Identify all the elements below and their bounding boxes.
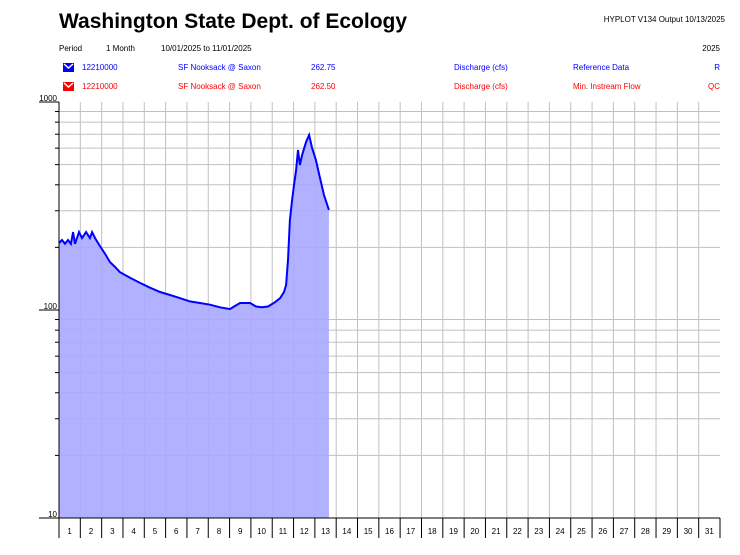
- x-tick-label: 19: [449, 527, 458, 536]
- legend-site: 12210000: [82, 82, 118, 91]
- x-tick-label: 9: [238, 527, 243, 536]
- x-tick-label: 12: [300, 527, 309, 536]
- x-tick-label: 15: [364, 527, 373, 536]
- x-tick-label: 7: [195, 527, 200, 536]
- legend-value: 262.50: [311, 82, 336, 91]
- x-tick-label: 6: [174, 527, 179, 536]
- x-tick-label: 4: [131, 527, 136, 536]
- x-tick-label: 27: [620, 527, 629, 536]
- legend-type: Reference Data: [573, 63, 630, 72]
- program-version: HYPLOT V134 Output 10/13/2025: [603, 15, 725, 24]
- legend-value: 262.75: [311, 63, 336, 72]
- x-tick-label: 24: [556, 527, 565, 536]
- period-label: Period: [59, 44, 83, 53]
- page-title: Washington State Dept. of Ecology: [59, 10, 408, 33]
- x-tick-label: 30: [684, 527, 693, 536]
- x-tick-label: 31: [705, 527, 714, 536]
- x-tick-label: 25: [577, 527, 586, 536]
- x-tick-label: 8: [217, 527, 222, 536]
- x-tick-label: 14: [342, 527, 351, 536]
- x-tick-label: 28: [641, 527, 650, 536]
- y-tick-label: 1000: [39, 94, 57, 103]
- y-tick-label: 100: [44, 302, 58, 311]
- date-range: 10/01/2025 to 11/01/2025: [161, 44, 252, 53]
- x-tick-label: 5: [153, 527, 158, 536]
- x-tick-label: 22: [513, 527, 522, 536]
- legend-code: R: [714, 63, 720, 72]
- x-tick-label: 17: [406, 527, 415, 536]
- x-tick-label: 1: [67, 527, 72, 536]
- legend-param: Discharge (cfs): [454, 63, 508, 72]
- hydrograph-legend-icon: [63, 63, 74, 72]
- discharge-area: [59, 135, 329, 518]
- year: 2025: [702, 44, 720, 53]
- legend-param: Discharge (cfs): [454, 82, 508, 91]
- x-tick-label: 16: [385, 527, 394, 536]
- period-value: 1 Month: [106, 44, 135, 53]
- legend-station: SF Nooksack @ Saxon: [178, 82, 261, 91]
- legend-site: 12210000: [82, 63, 118, 72]
- x-tick-label: 10: [257, 527, 266, 536]
- x-tick-label: 13: [321, 527, 330, 536]
- legend-station: SF Nooksack @ Saxon: [178, 63, 261, 72]
- x-tick-label: 3: [110, 527, 115, 536]
- x-tick-label: 2: [89, 527, 94, 536]
- x-tick-label: 21: [492, 527, 501, 536]
- x-tick-label: 20: [470, 527, 479, 536]
- y-tick-label: 10: [48, 510, 57, 519]
- x-tick-label: 26: [598, 527, 607, 536]
- x-tick-label: 11: [279, 527, 288, 536]
- x-tick-label: 29: [662, 527, 671, 536]
- legend-code: QC: [708, 82, 720, 91]
- hydrograph-legend-icon: [63, 82, 74, 91]
- discharge-line: [58, 131, 330, 311]
- legend-type: Min. Instream Flow: [573, 82, 641, 91]
- x-tick-label: 18: [428, 527, 437, 536]
- x-tick-label: 23: [534, 527, 543, 536]
